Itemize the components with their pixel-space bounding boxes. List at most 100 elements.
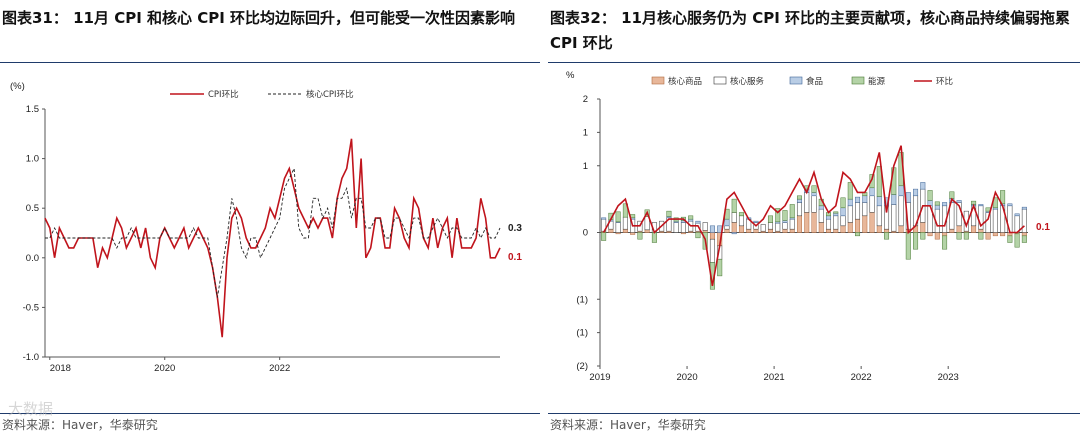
right-y-tick-label: (1) (576, 294, 588, 305)
right-bar-segment-3 (978, 232, 984, 240)
right-bar-segment-0 (1021, 232, 1027, 237)
left-line-chart: (%) 1.5 1.0 0.5 0.0 -0.5 -1.0 2018 2020 2022 CPI环比… (10, 81, 522, 374)
right-bar-segment-1 (804, 192, 810, 213)
right-bar-segment-2 (1021, 206, 1027, 210)
right-bar-segment-3 (738, 212, 744, 217)
right-bar-segment-3 (949, 191, 955, 199)
right-bar-segment-0 (789, 228, 795, 233)
right-bar-segment-3 (963, 232, 969, 240)
right-bar-segment-2 (818, 205, 824, 210)
right-bar-segment-2 (1014, 213, 1020, 217)
right-bar-segment-2 (891, 194, 897, 205)
right-bar-segment-1 (898, 195, 904, 227)
left-x-tick-label: 2020 (154, 363, 175, 374)
right-bar-segment-2 (688, 218, 694, 222)
right-bar-segment-0 (898, 225, 904, 233)
right-bar-segment-1 (789, 218, 795, 230)
right-bar-segment-3 (833, 211, 839, 214)
right-bar-segment-2 (695, 220, 701, 224)
right-bar-segment-0 (782, 228, 788, 233)
right-bar-segment-2 (753, 220, 759, 223)
left-y-tick-label: 0.0 (26, 253, 39, 264)
right-bar-segment-0 (971, 225, 977, 233)
left-end-label-cpi: 0.1 (508, 252, 522, 263)
right-bar-segment-2 (1007, 203, 1013, 207)
left-y-tick-label: -0.5 (23, 302, 39, 313)
right-bar-segment-3 (731, 198, 737, 213)
right-bar-segment-1 (855, 202, 861, 220)
right-y-tick-label: 1 (583, 127, 588, 138)
right-bar-segment-1 (724, 225, 730, 230)
right-title-rule (548, 62, 1080, 63)
right-legend-label-3: 能源 (868, 76, 886, 87)
right-bar-segment-2 (601, 217, 607, 220)
right-bar-segment-0 (622, 228, 628, 233)
right-bar-segment-3 (1014, 233, 1020, 248)
right-bar-segment-1 (680, 222, 686, 233)
right-bar-segment-2 (826, 215, 832, 220)
right-bar-segment-2 (927, 200, 933, 207)
right-bar-segment-3 (796, 195, 802, 200)
right-bar-segment-0 (753, 228, 759, 233)
right-bar-segment-0 (862, 215, 868, 233)
right-bar-segment-2 (796, 198, 802, 203)
left-series-cpi-line (44, 138, 501, 338)
right-y-tick-label: 2 (583, 94, 588, 105)
right-bar-segment-2 (709, 225, 715, 233)
right-panel: 图表32： 11月核心服务仍为 CPI 环比的主要贡献项，核心商品持续偏弱拖累 … (548, 0, 1080, 436)
right-bar-segment-0 (826, 228, 832, 233)
right-bar-segment-0 (855, 218, 861, 233)
right-bar-segment-1 (891, 204, 897, 232)
left-y-tick-label: 1.0 (26, 154, 39, 165)
left-source-rule (0, 413, 540, 414)
right-bar-segment-3 (666, 210, 672, 217)
right-bar-segment-0 (746, 228, 752, 233)
right-bar-segment-0 (942, 232, 948, 237)
right-bar-segment-0 (709, 232, 715, 240)
right-bar-segment-1 (673, 222, 679, 233)
right-bar-segment-2 (862, 195, 868, 203)
right-bar-segment-3 (920, 232, 926, 240)
right-bar-segment-0 (840, 225, 846, 233)
right-legend-label-1: 核心服务 (730, 76, 765, 87)
right-bar-segment-0 (608, 228, 614, 233)
right-bar-segment-0 (992, 232, 998, 237)
watermark-logo: 大数据 (8, 400, 54, 418)
right-bar-segment-0 (767, 228, 773, 233)
right-bar-segment-1 (847, 205, 853, 223)
left-chart-title: 图表31： 11月 CPI 和核心 CPI 环比均边际回升，但可能受一次性因素影… (2, 9, 516, 27)
right-bar-segment-1 (833, 215, 839, 230)
right-legend-swatch-1 (713, 76, 727, 85)
right-bar-segment-2 (905, 192, 911, 203)
right-bar-segment-0 (956, 225, 962, 233)
right-bar-segment-3 (847, 182, 853, 200)
left-x-tick-label: 2022 (269, 363, 290, 374)
right-bar-segment-0 (738, 225, 744, 233)
right-bar-segment-0 (811, 212, 817, 233)
right-bar-segment-0 (978, 228, 984, 233)
right-legend-swatch-2 (789, 76, 803, 85)
left-end-label-core: 0.3 (508, 223, 522, 234)
right-source-note: 资料来源：Haver，华泰研究 (550, 418, 706, 432)
right-bar-segment-3 (840, 197, 846, 209)
right-bar-segment-0 (884, 228, 890, 233)
right-bar-segment-2 (847, 198, 853, 207)
right-bar-segment-0 (869, 212, 875, 233)
left-legend-label-cpi: CPI环比 (208, 89, 239, 100)
right-bar-segment-1 (869, 195, 875, 213)
right-bar-segment-0 (796, 215, 802, 233)
right-x-tick-label: 2023 (938, 372, 959, 383)
right-series-cpi-mom-line (602, 145, 1025, 287)
right-bar-segment-0 (934, 232, 940, 240)
right-bar-segment-3 (789, 204, 795, 219)
right-bar-segment-2 (934, 204, 940, 210)
right-bar-segment-3 (913, 232, 919, 250)
right-bar-segment-2 (898, 185, 904, 197)
right-bar-segment-1 (709, 238, 715, 263)
right-bar-segment-1 (615, 222, 621, 233)
right-bar-segment-1 (992, 208, 998, 233)
right-bar-segment-0 (949, 228, 955, 233)
left-source-note: 资料来源：Haver，华泰研究 (2, 418, 158, 432)
right-bar-segment-3 (942, 235, 948, 250)
right-bar-segment-3 (601, 232, 607, 241)
